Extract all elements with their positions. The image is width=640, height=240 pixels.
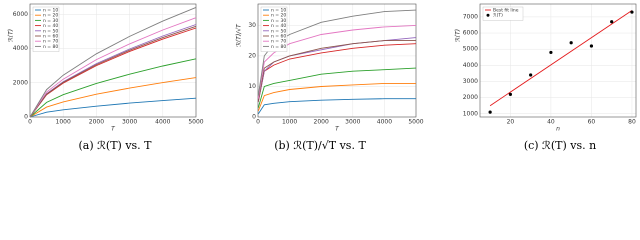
y-tick-label: 10 xyxy=(248,83,256,90)
x-tick-label: 80 xyxy=(628,119,636,126)
scatter-point xyxy=(569,41,573,45)
legend-box xyxy=(32,6,60,52)
y-tick-label: 4000 xyxy=(13,45,28,52)
scatter-point xyxy=(549,50,553,55)
plot-frame xyxy=(257,3,417,118)
y-tick-label: 30 xyxy=(248,22,256,29)
caption: (a) ℛ(T) vs. T xyxy=(78,139,152,152)
y-tick-label: 3000 xyxy=(463,78,478,85)
legend-box xyxy=(260,6,288,52)
legend-label: n = 80 xyxy=(43,44,58,50)
legend-label: n = 20 xyxy=(43,13,58,19)
legend-label: n = 40 xyxy=(43,23,58,29)
series-line xyxy=(257,9,417,96)
legend-label: n = 70 xyxy=(43,39,58,45)
y-tick-label: 5000 xyxy=(463,46,478,53)
x-tick-label: 5000 xyxy=(188,119,203,126)
legend-label: n = 30 xyxy=(271,18,286,24)
series-line xyxy=(29,6,197,118)
y-axis-label: ℛ(T)/√T xyxy=(236,23,243,47)
x-tick-label: 3000 xyxy=(345,119,360,126)
caption: (b) ℛ(T)/√T vs. T xyxy=(274,139,366,152)
legend-label: ℛ(T) xyxy=(493,13,503,19)
series-line xyxy=(257,82,416,112)
x-tick-label: 0 xyxy=(256,119,260,126)
scatter-point xyxy=(529,73,533,77)
legend-label: n = 10 xyxy=(43,8,58,14)
scatter-point xyxy=(488,110,492,114)
y-tick-label: 0 xyxy=(252,114,256,121)
legend-label: n = 70 xyxy=(271,39,286,45)
y-tick-label: 0 xyxy=(24,114,28,121)
x-tick-label: 4000 xyxy=(377,119,392,126)
series-line xyxy=(257,40,416,102)
series-line xyxy=(29,25,197,118)
y-tick-label: 6000 xyxy=(13,11,28,18)
legend-label: n = 10 xyxy=(271,8,286,14)
x-tick-label: 5000 xyxy=(408,119,423,126)
legend-label: n = 50 xyxy=(43,28,58,34)
x-tick-label: 3000 xyxy=(122,119,137,126)
x-axis-label: n xyxy=(556,126,560,133)
series-line xyxy=(257,24,417,99)
legend-label: Best fit line xyxy=(493,8,519,14)
plot-frame xyxy=(29,3,197,118)
x-tick-label: 0 xyxy=(28,119,32,126)
x-axis-label: T xyxy=(335,126,340,133)
x-tick-label: 2000 xyxy=(89,119,104,126)
series-line xyxy=(489,10,633,107)
series-line xyxy=(29,77,197,118)
scatter-point xyxy=(589,44,594,48)
series-line xyxy=(257,98,416,115)
x-tick-label: 1000 xyxy=(282,119,297,126)
x-tick-label: 20 xyxy=(507,119,515,126)
legend-label: n = 20 xyxy=(271,13,286,19)
series-line xyxy=(29,97,197,118)
series-line xyxy=(257,67,417,108)
legend-label: n = 80 xyxy=(271,44,286,50)
legend-label: n = 30 xyxy=(43,18,58,24)
scatter-point xyxy=(630,10,634,14)
y-tick-label: 7000 xyxy=(463,13,478,20)
legend-swatch xyxy=(486,13,490,17)
x-tick-label: 1000 xyxy=(56,119,71,126)
legend-label: n = 50 xyxy=(271,28,286,34)
y-axis-label: ℛ(T) xyxy=(8,29,15,42)
y-tick-label: 20 xyxy=(248,52,256,59)
legend-label: n = 40 xyxy=(271,23,286,29)
y-tick-label: 2000 xyxy=(463,94,478,101)
x-tick-label: 4000 xyxy=(155,119,170,126)
y-tick-label: 6000 xyxy=(463,30,478,37)
legend-box xyxy=(482,6,524,21)
series-line xyxy=(29,17,197,118)
scatter-point xyxy=(508,92,512,96)
y-axis-label: ℛ(T) xyxy=(455,29,462,42)
y-tick-label: 1000 xyxy=(463,110,478,117)
x-tick-label: 60 xyxy=(588,119,596,126)
caption: (c) ℛ(T) vs. n xyxy=(524,139,596,152)
y-tick-label: 4000 xyxy=(463,62,478,69)
x-axis-label: T xyxy=(111,126,116,133)
plot-frame xyxy=(479,3,637,118)
x-tick-label: 40 xyxy=(547,119,555,126)
y-tick-label: 2000 xyxy=(13,79,28,86)
legend-label: n = 60 xyxy=(43,34,58,40)
x-tick-label: 2000 xyxy=(314,119,329,126)
scatter-point xyxy=(610,20,614,24)
series-line xyxy=(29,58,197,118)
legend-label: n = 60 xyxy=(271,34,286,40)
